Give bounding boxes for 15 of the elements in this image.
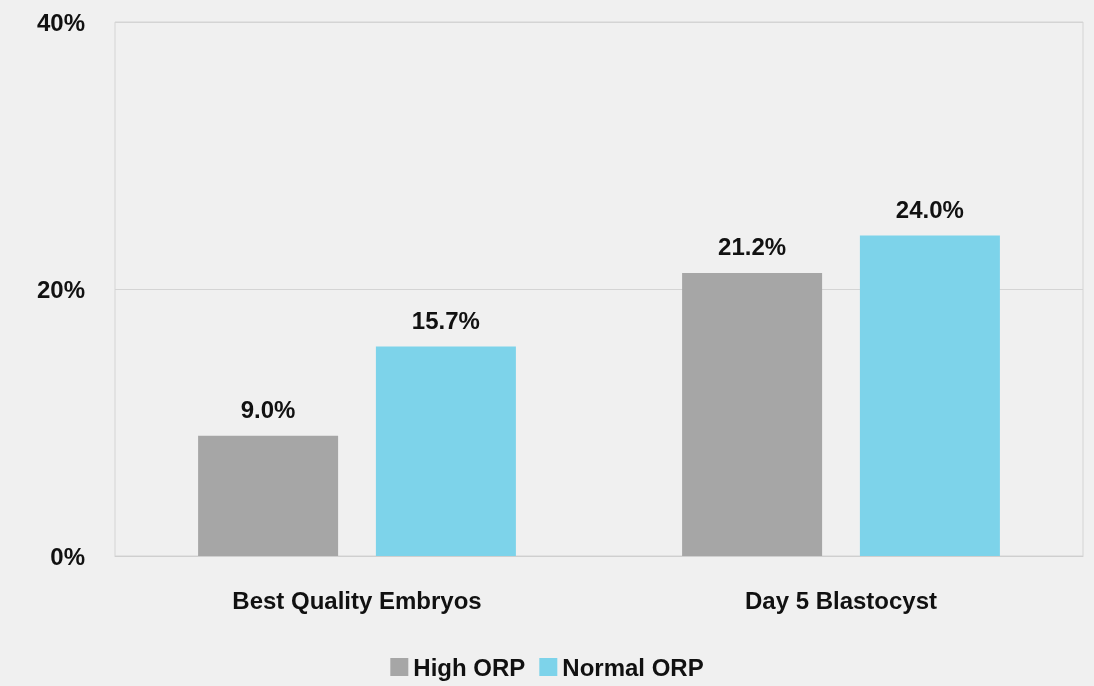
bar xyxy=(682,272,823,556)
legend-label: Normal ORP xyxy=(562,653,704,681)
data-label: 9.0% xyxy=(240,396,296,424)
y-tick-label: 40% xyxy=(36,8,85,36)
data-label: 15.7% xyxy=(411,306,480,334)
bar xyxy=(198,435,339,556)
x-tick-label: Best Quality Embryos xyxy=(232,586,482,614)
y-tick-label: 20% xyxy=(36,275,85,303)
x-tick-label: Day 5 Blastocyst xyxy=(744,586,938,614)
legend-label: High ORP xyxy=(413,653,526,681)
data-label: 24.0% xyxy=(895,196,964,224)
y-tick-label: 0% xyxy=(50,542,85,570)
bar xyxy=(375,346,516,556)
data-label: 21.2% xyxy=(718,233,787,261)
bar xyxy=(859,235,1000,556)
